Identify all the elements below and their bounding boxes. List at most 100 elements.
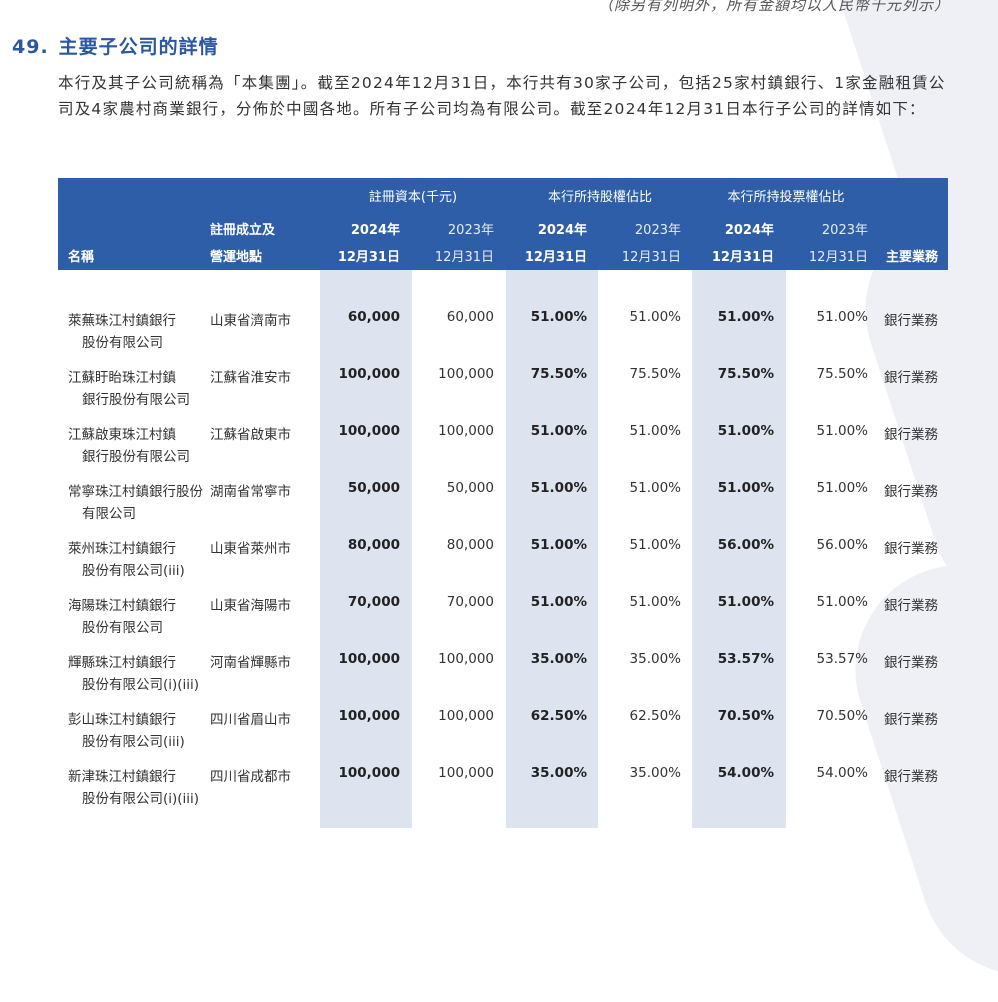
cell-equity-2024: 75.50% xyxy=(530,366,587,382)
cell-voting-2023: 70.50% xyxy=(816,708,868,724)
section-heading: 49. 主要子公司的詳情 xyxy=(12,32,219,59)
table-row: 海陽珠江村鎮銀行 股份有限公司 山東省海陽市 70,000 70,000 51.00% 51… xyxy=(58,594,948,651)
cell-equity-2023: 51.00% xyxy=(629,423,681,439)
header-vote-2024-year: 2024年 xyxy=(724,223,774,238)
cell-equity-2024: 35.00% xyxy=(530,765,587,781)
cell-voting-2023: 51.00% xyxy=(816,423,868,439)
cell-capital-2024: 100,000 xyxy=(338,651,401,667)
cell-capital-2024: 60,000 xyxy=(347,309,400,325)
cell-capital-2024: 100,000 xyxy=(338,366,401,382)
cell-capital-2023: 100,000 xyxy=(438,423,494,439)
cell-name-line1: 萊蕪珠江村鎮銀行 xyxy=(68,313,176,329)
header-eq-2024-year: 2024年 xyxy=(537,223,587,238)
cell-equity-2024: 51.00% xyxy=(530,309,587,325)
table-row: 萊蕪珠江村鎮銀行 股份有限公司 山東省濟南市 60,000 60,000 51.00% 51… xyxy=(58,309,948,366)
table-row: 江蘇盱眙珠江村鎮銀行股份有限公司 江蘇省淮安市 100,000 100,000 75.5… xyxy=(58,366,948,423)
cell-voting-2024: 54.00% xyxy=(717,765,774,781)
cell-place: 四川省成都市 xyxy=(210,769,291,785)
cell-place: 江蘇省淮安市 xyxy=(210,370,291,386)
currency-note: （除另有列明外，所有金額均以人民幣千元列示） xyxy=(597,0,950,14)
cell-capital-2023: 100,000 xyxy=(438,366,494,382)
header-cap-2024-date: 12月31日 xyxy=(337,250,400,265)
header-eq-2023-year: 2023年 xyxy=(634,223,681,238)
cell-capital-2024: 80,000 xyxy=(347,537,400,553)
cell-name-line2: 有限公司 xyxy=(82,506,136,522)
cell-equity-2023: 51.00% xyxy=(629,309,681,325)
cell-business: 銀行業務 xyxy=(884,427,938,443)
header-voting-ratio: 本行所持投票權佔比 xyxy=(727,190,845,205)
cell-voting-2024: 75.50% xyxy=(717,366,774,382)
table-header xyxy=(58,178,948,270)
header-vote-2024-date: 12月31日 xyxy=(711,250,774,265)
cell-equity-2024: 51.00% xyxy=(530,480,587,496)
cell-business: 銀行業務 xyxy=(884,712,938,728)
cell-place: 湖南省常寧市 xyxy=(210,484,291,500)
cell-name-line2: 銀行股份有限公司 xyxy=(82,449,190,465)
cell-name-line2: 銀行股份有限公司 xyxy=(82,392,190,408)
subsidiaries-table: 註冊資本(千元) 本行所持股權佔比 本行所持投票權佔比 註冊成立及 2024年 … xyxy=(58,178,948,828)
cell-name-line1: 江蘇盱眙珠江村鎮 xyxy=(68,370,176,386)
cell-name-line1: 海陽珠江村鎮銀行 xyxy=(68,598,176,614)
cell-capital-2024: 100,000 xyxy=(338,423,401,439)
cell-equity-2023: 35.00% xyxy=(629,651,681,667)
table-row: 常寧珠江村鎮銀行股份 有限公司 湖南省常寧市 50,000 50,000 51.00% 51… xyxy=(58,480,948,537)
cell-equity-2024: 51.00% xyxy=(530,594,587,610)
cell-name-line1: 萊州珠江村鎮銀行 xyxy=(68,541,176,557)
cell-capital-2023: 100,000 xyxy=(438,765,494,781)
cell-name-line1: 常寧珠江村鎮銀行股份 xyxy=(68,484,203,500)
cell-business: 銀行業務 xyxy=(884,484,938,500)
cell-equity-2024: 62.50% xyxy=(530,708,587,724)
header-eq-2024-date: 12月31日 xyxy=(524,250,587,265)
cell-business: 銀行業務 xyxy=(884,370,938,386)
column-highlight xyxy=(320,270,412,828)
header-equity-ratio: 本行所持股權佔比 xyxy=(547,190,653,205)
cell-capital-2024: 70,000 xyxy=(347,594,400,610)
cell-voting-2023: 53.57% xyxy=(816,651,868,667)
cell-voting-2023: 51.00% xyxy=(816,480,868,496)
column-highlight xyxy=(506,270,598,828)
header-place-line2: 營運地點 xyxy=(210,250,263,265)
cell-voting-2024: 51.00% xyxy=(717,309,774,325)
cell-capital-2024: 100,000 xyxy=(338,708,401,724)
header-vote-2023-year: 2023年 xyxy=(821,223,868,238)
section-title: 主要子公司的詳情 xyxy=(58,36,219,58)
table-row: 江蘇啟東珠江村鎮 銀行股份有限公司 江蘇省啟東市 100,000 100,000 51.0… xyxy=(58,423,948,480)
header-business: 主要業務 xyxy=(885,250,938,265)
cell-voting-2024: 70.50% xyxy=(717,708,774,724)
cell-equity-2024: 35.00% xyxy=(530,651,587,667)
cell-equity-2023: 35.00% xyxy=(629,765,681,781)
header-cap-2023-date: 12月31日 xyxy=(434,250,494,265)
cell-business: 銀行業務 xyxy=(884,313,938,329)
cell-name-line1: 輝縣珠江村鎮銀行 xyxy=(68,655,176,671)
section-number: 49. xyxy=(12,36,49,58)
header-cap-2024-year: 2024年 xyxy=(350,223,400,238)
cell-equity-2023: 62.50% xyxy=(629,708,681,724)
table-row: 萊州珠江村鎮銀行 股份有限公司(iii) 山東省萊州市 80,000 80,000 51.… xyxy=(58,537,948,594)
cell-name-line2: 股份有限公司(iii) xyxy=(82,563,185,579)
cell-name-line1: 新津珠江村鎮銀行 xyxy=(68,769,176,785)
cell-voting-2024: 51.00% xyxy=(717,594,774,610)
header-reg-capital: 註冊資本(千元) xyxy=(368,190,458,205)
cell-capital-2024: 100,000 xyxy=(338,765,401,781)
cell-equity-2024: 51.00% xyxy=(530,537,587,553)
cell-equity-2023: 75.50% xyxy=(629,366,681,382)
cell-voting-2023: 54.00% xyxy=(816,765,868,781)
cell-capital-2023: 100,000 xyxy=(438,708,494,724)
header-vote-2023-date: 12月31日 xyxy=(808,250,868,265)
cell-voting-2023: 51.00% xyxy=(816,309,868,325)
cell-voting-2024: 51.00% xyxy=(717,423,774,439)
cell-capital-2024: 50,000 xyxy=(347,480,400,496)
cell-capital-2023: 70,000 xyxy=(446,594,494,610)
cell-capital-2023: 100,000 xyxy=(438,651,494,667)
cell-capital-2023: 60,000 xyxy=(446,309,494,325)
cell-equity-2023: 51.00% xyxy=(629,594,681,610)
cell-place: 山東省萊州市 xyxy=(210,541,291,557)
table-row: 新津珠江村鎮銀行股份有限公司(i)(iii) 四川省成都市 100,000 100,0… xyxy=(58,765,948,822)
cell-place: 山東省濟南市 xyxy=(210,313,291,329)
header-eq-2023-date: 12月31日 xyxy=(621,250,681,265)
cell-business: 銀行業務 xyxy=(884,769,938,785)
cell-name-line2: 股份有限公司(i)(iii) xyxy=(82,791,200,807)
cell-voting-2024: 56.00% xyxy=(717,537,774,553)
cell-equity-2024: 51.00% xyxy=(530,423,587,439)
cell-place: 四川省眉山市 xyxy=(210,712,291,728)
